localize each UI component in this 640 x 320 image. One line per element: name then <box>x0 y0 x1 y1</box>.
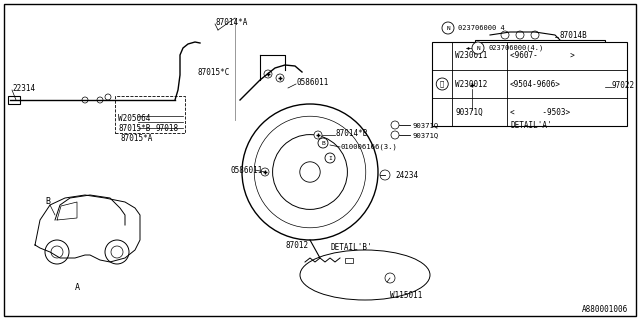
Circle shape <box>468 81 476 89</box>
Bar <box>475 40 605 110</box>
Text: N: N <box>446 26 450 30</box>
Circle shape <box>97 97 103 103</box>
Circle shape <box>469 45 475 51</box>
Text: <      -9503>: < -9503> <box>510 108 570 117</box>
Bar <box>537 47 592 103</box>
Text: 87014*B: 87014*B <box>335 129 367 138</box>
Circle shape <box>318 138 328 148</box>
Circle shape <box>391 131 399 139</box>
Circle shape <box>51 246 63 258</box>
Text: I: I <box>328 156 332 161</box>
Text: B: B <box>45 197 50 206</box>
Circle shape <box>82 97 88 103</box>
Text: DETAIL'A': DETAIL'A' <box>510 121 552 130</box>
Text: W230011: W230011 <box>456 51 488 60</box>
Text: 90371Q: 90371Q <box>456 108 483 117</box>
Text: <9607-       >: <9607- > <box>510 51 575 60</box>
Circle shape <box>276 74 284 82</box>
Text: 24234: 24234 <box>395 171 418 180</box>
Text: N: N <box>476 45 480 51</box>
Text: ①: ① <box>440 81 444 87</box>
Text: B: B <box>321 140 325 146</box>
Text: 97022: 97022 <box>612 81 635 90</box>
Text: W115011: W115011 <box>390 291 422 300</box>
Bar <box>487 47 532 103</box>
Text: 023706000(4.): 023706000(4.) <box>488 45 543 51</box>
Text: 87015*B: 87015*B <box>118 124 150 132</box>
Bar <box>345 258 353 263</box>
Text: 87015*A: 87015*A <box>120 133 152 142</box>
Text: 90371Q: 90371Q <box>412 132 438 138</box>
Circle shape <box>436 78 448 90</box>
Text: <9504-9606>: <9504-9606> <box>510 79 561 89</box>
Text: 010006166(3.): 010006166(3.) <box>340 144 397 150</box>
Text: 0586011: 0586011 <box>296 77 328 86</box>
Text: DETAIL'B': DETAIL'B' <box>330 244 372 252</box>
Circle shape <box>380 170 390 180</box>
Circle shape <box>501 31 509 39</box>
Circle shape <box>300 162 320 182</box>
Text: W205064: W205064 <box>118 114 150 123</box>
Circle shape <box>261 168 269 176</box>
Text: 97018: 97018 <box>155 124 178 132</box>
Circle shape <box>516 31 524 39</box>
Text: 87015*C: 87015*C <box>197 68 229 76</box>
Text: 90371Q: 90371Q <box>412 122 438 128</box>
Circle shape <box>325 153 335 163</box>
Bar <box>115 96 185 133</box>
Text: 87012: 87012 <box>285 241 308 250</box>
Text: 023706000 4: 023706000 4 <box>458 25 505 31</box>
Text: W230012: W230012 <box>456 79 488 89</box>
Bar <box>485 45 595 105</box>
Text: 0586011: 0586011 <box>230 165 262 174</box>
Circle shape <box>111 246 123 258</box>
Circle shape <box>385 273 395 283</box>
Bar <box>8 96 20 104</box>
Circle shape <box>391 121 399 129</box>
Circle shape <box>264 70 272 78</box>
Circle shape <box>105 94 111 100</box>
Circle shape <box>314 131 322 139</box>
Text: A: A <box>75 283 80 292</box>
Circle shape <box>45 240 69 264</box>
Circle shape <box>472 42 484 54</box>
Text: 87014B: 87014B <box>560 30 588 39</box>
Circle shape <box>531 31 539 39</box>
Text: 22314: 22314 <box>12 84 35 92</box>
Bar <box>432 42 627 126</box>
Text: A880001006: A880001006 <box>582 306 628 315</box>
Circle shape <box>105 240 129 264</box>
Circle shape <box>465 45 471 51</box>
Circle shape <box>442 22 454 34</box>
Text: 87014*A: 87014*A <box>215 18 248 27</box>
